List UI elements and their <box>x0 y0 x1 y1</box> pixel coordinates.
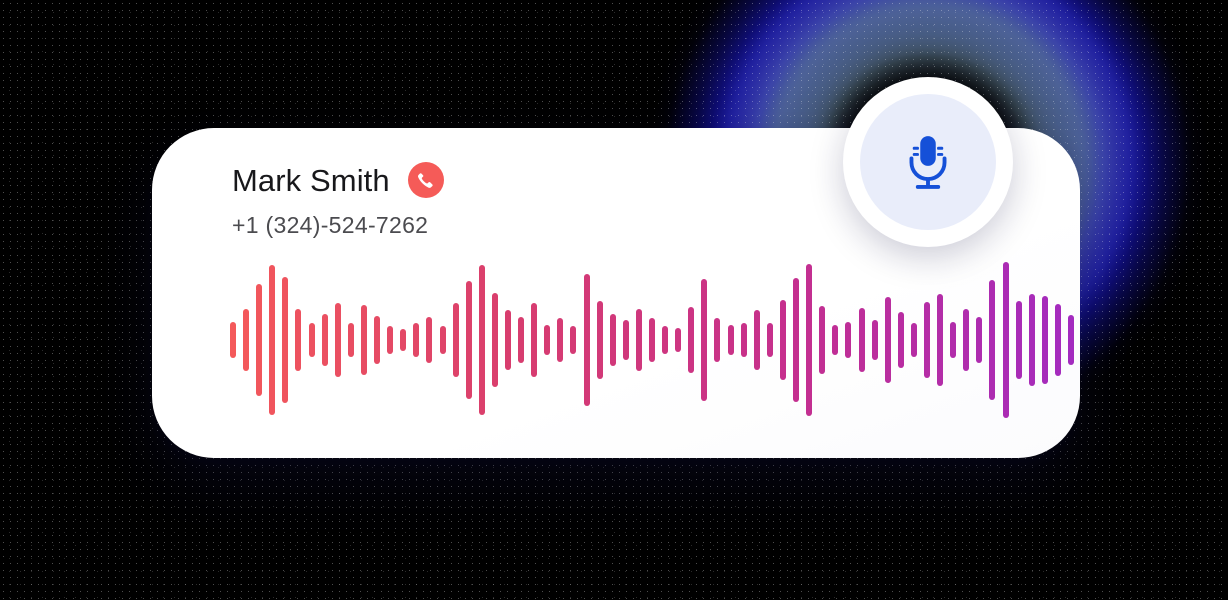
waveform-bar <box>884 297 891 383</box>
waveform-bar <box>858 308 865 372</box>
waveform-bar <box>937 294 944 386</box>
microphone-button[interactable] <box>843 77 1013 247</box>
waveform-bar <box>806 264 813 416</box>
waveform-bar <box>662 326 669 354</box>
waveform-bar <box>701 279 708 401</box>
waveform-bar <box>793 278 800 402</box>
waveform-bar <box>622 320 629 360</box>
waveform-bar <box>570 326 577 354</box>
waveform-bar <box>714 318 721 362</box>
waveform-bar <box>452 303 459 377</box>
waveform-bar <box>295 309 302 371</box>
waveform-bar <box>740 323 747 357</box>
waveform-bar <box>753 310 760 370</box>
waveform-bar <box>269 265 276 415</box>
waveform-bar <box>1015 301 1022 379</box>
waveform-bar <box>1002 262 1009 418</box>
waveform-bar <box>871 320 878 360</box>
waveform-bar <box>321 314 328 366</box>
waveform-bar <box>910 323 917 357</box>
waveform-bar <box>374 316 381 364</box>
waveform-bar <box>230 322 236 358</box>
waveform-bar <box>347 323 354 357</box>
waveform-bar <box>544 325 551 355</box>
waveform-bar <box>845 322 852 358</box>
waveform-bar <box>504 310 511 370</box>
waveform-bar <box>688 307 695 373</box>
waveform-bar <box>609 314 616 366</box>
waveform-bar <box>1041 296 1048 384</box>
waveform-bar <box>976 317 983 363</box>
waveform-bar <box>989 280 996 400</box>
waveform-bar <box>465 281 472 399</box>
waveform-bar <box>413 323 420 357</box>
waveform-bar <box>1028 294 1035 386</box>
waveform-bar <box>1054 304 1061 376</box>
waveform-bar <box>649 318 655 362</box>
waveform-bar <box>334 303 341 377</box>
waveform-bar <box>675 328 682 352</box>
contact-name: Mark Smith <box>232 162 390 198</box>
contact-phone-number: +1 (324)-524-7262 <box>232 212 429 238</box>
waveform-bar <box>727 325 734 355</box>
waveform-bar <box>243 309 250 371</box>
waveform-bar <box>360 305 367 375</box>
waveform-bar <box>518 317 525 363</box>
waveform-bar <box>779 300 786 380</box>
waveform-bar <box>400 329 407 351</box>
contact-name-row: Mark Smith <box>232 162 444 198</box>
waveform-bar <box>832 325 839 355</box>
audio-waveform[interactable] <box>230 250 1074 430</box>
waveform-bar <box>1068 315 1074 365</box>
waveform-bar <box>963 309 970 371</box>
phone-icon[interactable] <box>407 162 444 198</box>
waveform-bar <box>583 274 590 406</box>
waveform-bar <box>282 277 289 403</box>
waveform-bar <box>897 312 904 368</box>
waveform-bar <box>478 265 485 415</box>
waveform-bar <box>596 301 603 379</box>
waveform-bar <box>426 317 433 363</box>
waveform-bar <box>557 318 564 362</box>
microphone-icon <box>909 136 947 189</box>
waveform-bar <box>491 293 498 387</box>
waveform-bar <box>531 303 538 377</box>
voice-call-card: Mark Smith +1 (324)-524-7262 <box>152 128 1080 458</box>
waveform-bar <box>950 322 957 358</box>
waveform-bar <box>819 306 826 374</box>
waveform-bar <box>923 302 930 378</box>
waveform-bar <box>635 309 642 371</box>
waveform-bar <box>256 284 263 396</box>
waveform-bar <box>308 323 315 357</box>
contact-info: Mark Smith +1 (324)-524-7262 <box>232 162 444 237</box>
microphone-disc <box>860 94 996 230</box>
waveform-bar <box>387 326 394 354</box>
waveform-bar <box>439 326 446 354</box>
waveform-bar <box>766 323 773 357</box>
